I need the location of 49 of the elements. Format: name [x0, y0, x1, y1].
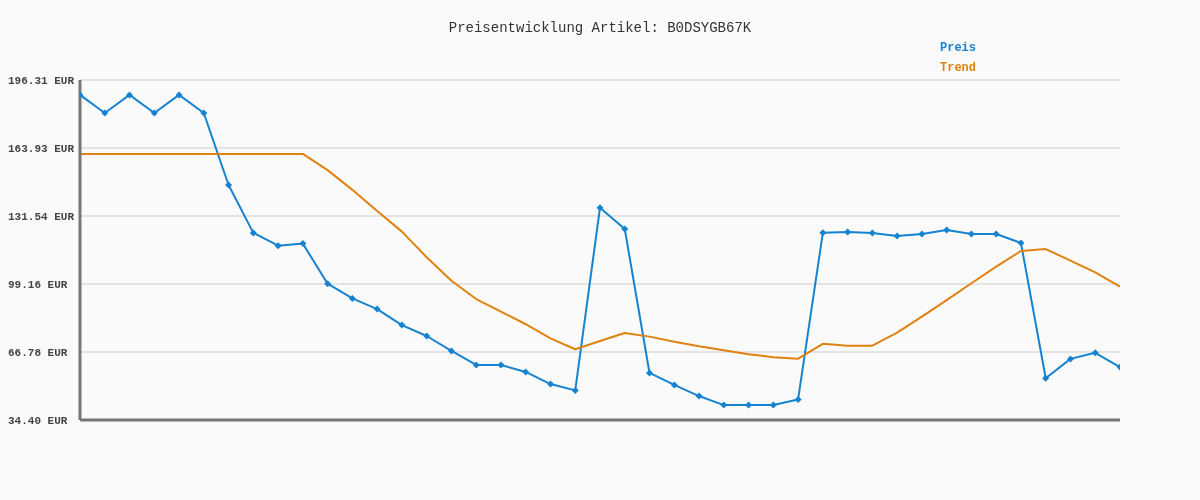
point	[225, 181, 233, 189]
point	[373, 305, 381, 313]
point	[918, 230, 926, 238]
point	[249, 229, 257, 237]
point	[695, 392, 703, 400]
chart-title: Preisentwicklung Artikel: B0DSYGB67K	[447, 20, 753, 36]
point	[893, 232, 901, 240]
point	[1066, 355, 1074, 363]
point	[324, 280, 332, 288]
point	[398, 321, 406, 329]
point	[497, 361, 505, 369]
point	[447, 347, 455, 355]
y-tick-label: 196.31 EUR	[8, 74, 75, 87]
point	[274, 242, 282, 250]
point	[794, 395, 802, 403]
line-series	[80, 152, 1120, 360]
y-tick-label: 34.40 EUR	[8, 414, 68, 427]
point	[546, 380, 554, 388]
point	[1091, 349, 1099, 357]
point	[844, 228, 852, 236]
point	[150, 109, 158, 117]
point	[126, 91, 134, 99]
point	[967, 230, 975, 238]
point	[1017, 239, 1025, 247]
y-tick-label: 99.16 EUR	[8, 278, 68, 291]
point	[200, 109, 208, 117]
point	[992, 230, 1000, 238]
point	[175, 91, 183, 99]
text: Preis	[940, 40, 977, 57]
point	[621, 225, 629, 233]
point	[348, 294, 356, 302]
point	[571, 386, 579, 394]
point	[299, 240, 307, 248]
text: Trend	[940, 60, 977, 77]
y-tick-label: 131.54 EUR	[8, 210, 75, 223]
point	[819, 229, 827, 237]
point	[670, 381, 678, 389]
point	[472, 361, 480, 369]
point	[646, 369, 654, 377]
point	[720, 401, 728, 409]
point	[943, 226, 951, 234]
y-tick-label: 163.93 EUR	[8, 142, 75, 155]
point	[868, 229, 876, 237]
point	[596, 204, 604, 212]
point	[423, 332, 431, 340]
point	[522, 368, 530, 376]
point	[101, 109, 109, 117]
point	[1042, 374, 1050, 382]
y-tick-label: 66.78 EUR	[8, 346, 68, 359]
